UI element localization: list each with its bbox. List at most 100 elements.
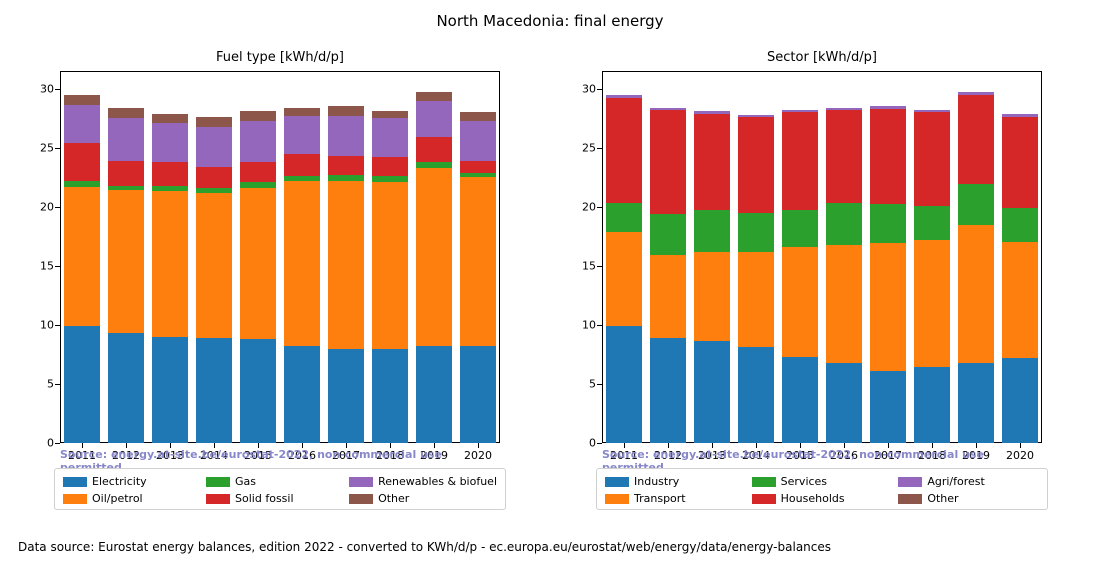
legend-label: Gas bbox=[235, 475, 256, 488]
bar-segment-agri bbox=[914, 110, 949, 112]
bar-segment-services bbox=[914, 206, 949, 240]
ytick-label: 20 bbox=[24, 200, 54, 213]
bar-segment-industry bbox=[1002, 358, 1037, 443]
panel-sector: Sector [kWh/d/p] 05101520253020112012201… bbox=[602, 50, 1042, 443]
bar-segment-solid bbox=[240, 162, 275, 182]
ytick-label: 10 bbox=[24, 318, 54, 331]
legend-label: Industry bbox=[634, 475, 679, 488]
bar-segment-solid bbox=[152, 162, 187, 186]
bar-segment-gas bbox=[64, 181, 99, 187]
legend-item-electricity: Electricity bbox=[63, 475, 200, 488]
bar-segment-electricity bbox=[64, 326, 99, 443]
bar-segment-solid bbox=[372, 157, 407, 176]
bar-segment-households bbox=[650, 110, 685, 214]
bar-segment-electricity bbox=[284, 346, 319, 443]
bar-segment-oil bbox=[196, 193, 231, 338]
ytick-label: 0 bbox=[24, 437, 54, 450]
legend-swatch bbox=[752, 494, 776, 504]
ytick-mark bbox=[55, 89, 60, 90]
bar-segment-electricity bbox=[372, 349, 407, 443]
legend-item-gas: Gas bbox=[206, 475, 343, 488]
legend-item-renew: Renewables & biofuel bbox=[349, 475, 497, 488]
bar-segment-electricity bbox=[108, 333, 143, 443]
bar-segment-gas bbox=[460, 173, 495, 178]
bar-segment-oil bbox=[460, 177, 495, 346]
bar-segment-services bbox=[738, 213, 773, 252]
bar-segment-renew bbox=[372, 118, 407, 157]
bar-segment-agri bbox=[826, 108, 861, 110]
legend-item-oil: Oil/petrol bbox=[63, 492, 200, 505]
legend-label: Solid fossil bbox=[235, 492, 293, 505]
ytick-label: 30 bbox=[24, 82, 54, 95]
bar-segment-renew bbox=[284, 116, 319, 154]
bar-segment-renew bbox=[196, 127, 231, 167]
legend-swatch bbox=[349, 477, 373, 487]
bar-segment-oil bbox=[416, 168, 451, 346]
bar-segment-gas bbox=[108, 186, 143, 191]
legend-item-agri: Agri/forest bbox=[898, 475, 1039, 488]
bar-segment-agri bbox=[958, 92, 993, 94]
bar-segment-other bbox=[284, 108, 319, 116]
legend-label: Renewables & biofuel bbox=[378, 475, 497, 488]
bar-segment-transport bbox=[826, 245, 861, 363]
bar-segment-transport bbox=[1002, 242, 1037, 358]
bar-segment-households bbox=[782, 112, 817, 210]
ytick-label: 25 bbox=[24, 141, 54, 154]
ytick-mark bbox=[597, 89, 602, 90]
bar-segment-industry bbox=[958, 363, 993, 443]
bar-segment-services bbox=[826, 203, 861, 244]
legend-label: Other bbox=[378, 492, 409, 505]
bar-segment-renew bbox=[460, 121, 495, 161]
legend-label: Oil/petrol bbox=[92, 492, 143, 505]
bar-segment-solid bbox=[328, 156, 363, 175]
bar-segment-transport bbox=[914, 240, 949, 368]
bar-segment-households bbox=[694, 114, 729, 211]
bar-segment-solid bbox=[416, 137, 451, 162]
legend-swatch bbox=[898, 477, 922, 487]
ytick-mark bbox=[597, 384, 602, 385]
bar-segment-solid bbox=[284, 154, 319, 176]
ytick-mark bbox=[597, 148, 602, 149]
bar-segment-households bbox=[738, 117, 773, 213]
bar-segment-gas bbox=[328, 175, 363, 181]
bar-segment-oil bbox=[284, 181, 319, 346]
ytick-mark bbox=[55, 207, 60, 208]
bar-segment-industry bbox=[738, 347, 773, 443]
figure-suptitle: North Macedonia: final energy bbox=[0, 12, 1100, 30]
bar-segment-electricity bbox=[152, 337, 187, 443]
bar-segment-industry bbox=[914, 367, 949, 443]
bar-segment-renew bbox=[328, 116, 363, 156]
bar-segment-gas bbox=[240, 182, 275, 188]
legend-item-services: Services bbox=[752, 475, 893, 488]
legend-label: Electricity bbox=[92, 475, 147, 488]
bar-segment-other bbox=[108, 108, 143, 119]
bar-segment-other bbox=[328, 106, 363, 115]
bar-segment-services bbox=[782, 210, 817, 247]
bar-segment-transport bbox=[958, 225, 993, 363]
bar-segment-other bbox=[416, 92, 451, 100]
legend-fuel: Electricity Gas Renewables & biofuel Oil/pe… bbox=[54, 468, 506, 510]
bar-segment-oil bbox=[152, 191, 187, 336]
legend-swatch bbox=[206, 494, 230, 504]
bar-segment-agri bbox=[1002, 114, 1037, 118]
bar-segment-households bbox=[914, 112, 949, 205]
bar-segment-services bbox=[606, 203, 641, 231]
bar-segment-agri bbox=[870, 106, 905, 108]
legend-swatch bbox=[349, 494, 373, 504]
legend-item-households: Households bbox=[752, 492, 893, 505]
bar-segment-households bbox=[1002, 117, 1037, 208]
bar-segment-renew bbox=[64, 105, 99, 143]
bar-segment-oil bbox=[372, 182, 407, 349]
legend-swatch bbox=[63, 477, 87, 487]
bar-segment-industry bbox=[606, 326, 641, 443]
legend-swatch bbox=[63, 494, 87, 504]
bar-segment-oil bbox=[240, 188, 275, 339]
plot-area-sector: 0510152025302011201220132014201520162017… bbox=[602, 71, 1042, 443]
bar-segment-households bbox=[826, 110, 861, 203]
bar-segment-transport bbox=[870, 243, 905, 371]
bar-segment-renew bbox=[108, 118, 143, 161]
bar-segment-transport bbox=[694, 252, 729, 342]
bar-segment-households bbox=[870, 109, 905, 205]
plot-area-fuel: 0510152025302011201220132014201520162017… bbox=[60, 71, 500, 443]
bar-segment-electricity bbox=[328, 349, 363, 443]
